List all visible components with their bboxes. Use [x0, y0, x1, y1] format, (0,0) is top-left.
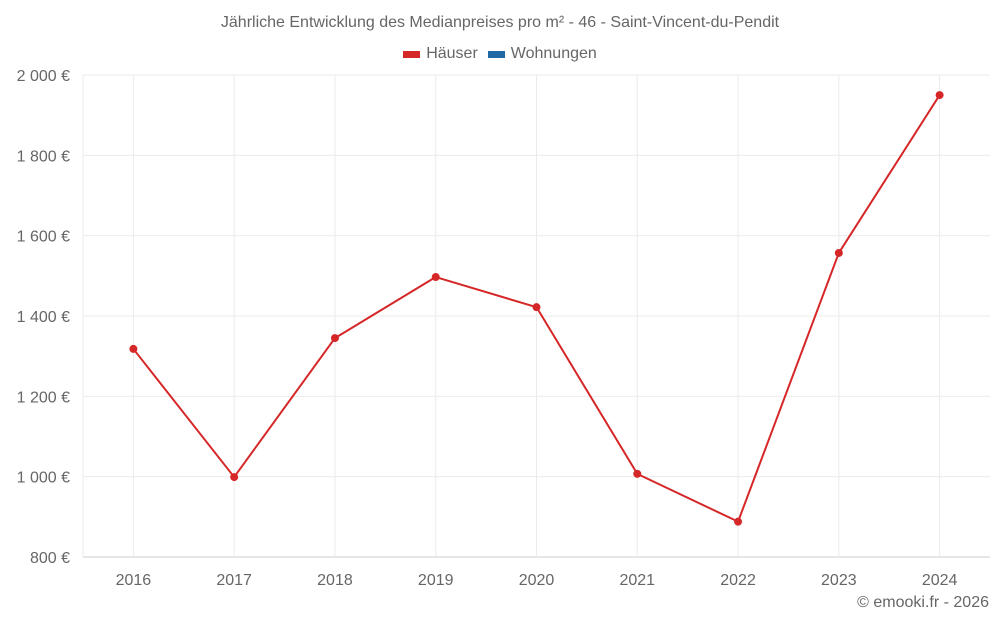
x-tick-label: 2020 [519, 572, 555, 589]
y-tick-label: 800 € [30, 550, 70, 567]
legend-item-haeuser[interactable]: Häuser [403, 45, 478, 63]
y-tick-label: 2 000 € [17, 68, 70, 85]
legend-label-haeuser: Häuser [426, 45, 478, 62]
data-point[interactable] [935, 91, 944, 100]
data-point[interactable] [129, 344, 138, 353]
y-tick-label: 1 800 € [17, 148, 70, 165]
data-point[interactable] [734, 517, 743, 526]
legend: Häuser Wohnungen [0, 45, 1000, 63]
data-point[interactable] [230, 473, 239, 482]
y-tick-label: 1 000 € [17, 470, 70, 487]
x-tick-label: 2022 [720, 572, 756, 589]
x-axis: 2016 2017 2018 2019 2020 2021 2022 2023 2024 [116, 572, 958, 589]
legend-label-wohnungen: Wohnungen [510, 45, 597, 62]
chart-title: Jährliche Entwicklung des Medianpreises … [220, 14, 780, 31]
x-tick-label: 2024 [922, 572, 958, 589]
x-tick-label: 2023 [821, 572, 857, 589]
legend-item-wohnungen[interactable]: Wohnungen [487, 45, 597, 63]
credit-text: © emooki.fr - 2026 [857, 594, 989, 611]
y-tick-label: 1 600 € [17, 229, 70, 246]
legend-swatch-haeuser [403, 50, 421, 58]
data-point[interactable] [532, 303, 541, 312]
x-tick-label: 2016 [116, 572, 152, 589]
x-tick-label: 2019 [418, 572, 454, 589]
x-tick-label: 2021 [619, 572, 655, 589]
data-point[interactable] [330, 334, 339, 343]
legend-swatch-wohnungen [487, 50, 505, 58]
x-tick-label: 2018 [317, 572, 353, 589]
data-point[interactable] [431, 273, 440, 282]
y-axis: 800 € 1 000 € 1 200 € 1 400 € 1 600 € 1 800 €… [17, 68, 70, 567]
data-point[interactable] [633, 469, 642, 478]
y-tick-label: 1 200 € [17, 389, 70, 406]
grid-lines [82, 74, 990, 558]
series-haeuser [129, 91, 944, 526]
y-tick-label: 1 400 € [17, 309, 70, 326]
x-tick-label: 2017 [216, 572, 252, 589]
data-point[interactable] [834, 248, 843, 257]
